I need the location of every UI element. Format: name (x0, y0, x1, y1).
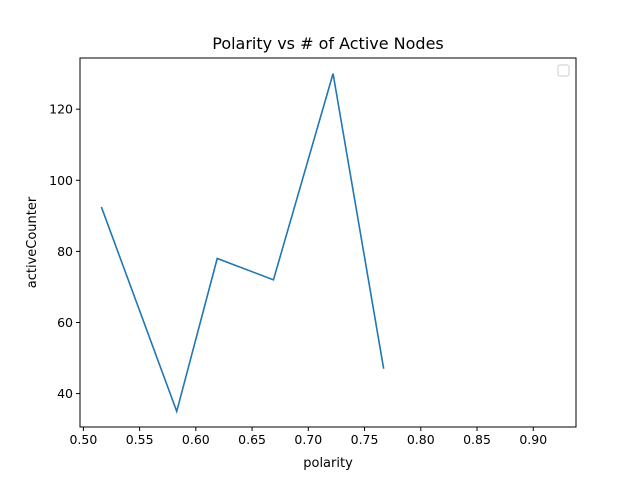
x-axis: 0.50 0.55 0.60 0.65 0.70 0.75 0.80 0.85 0.90 (69, 427, 547, 447)
plot-area (79, 57, 577, 428)
x-tick-label: 0.90 (519, 432, 547, 447)
x-tick-label: 0.50 (69, 432, 97, 447)
x-tick-label: 0.55 (126, 432, 154, 447)
x-tick-label: 0.60 (182, 432, 210, 447)
y-axis-label: activeCounter (25, 196, 40, 288)
chart-title: Polarity vs # of Active Nodes (212, 34, 444, 53)
y-tick-label: 100 (49, 173, 73, 188)
x-tick-label: 0.75 (351, 432, 379, 447)
plot-frame (79, 57, 577, 428)
y-tick-label: 80 (57, 244, 73, 259)
x-tick-label: 0.80 (407, 432, 435, 447)
y-axis: 40 60 80 100 120 (49, 102, 80, 401)
x-tick-label: 0.65 (238, 432, 266, 447)
y-tick-label: 120 (49, 102, 73, 117)
y-tick-label: 40 (57, 386, 73, 401)
legend-box (557, 64, 570, 77)
x-tick-label: 0.70 (294, 432, 322, 447)
x-tick-label: 0.85 (463, 432, 491, 447)
x-axis-label: polarity (303, 456, 353, 471)
series-line (100, 73, 385, 415)
series-layer (100, 73, 385, 415)
y-tick-label: 60 (57, 315, 73, 330)
